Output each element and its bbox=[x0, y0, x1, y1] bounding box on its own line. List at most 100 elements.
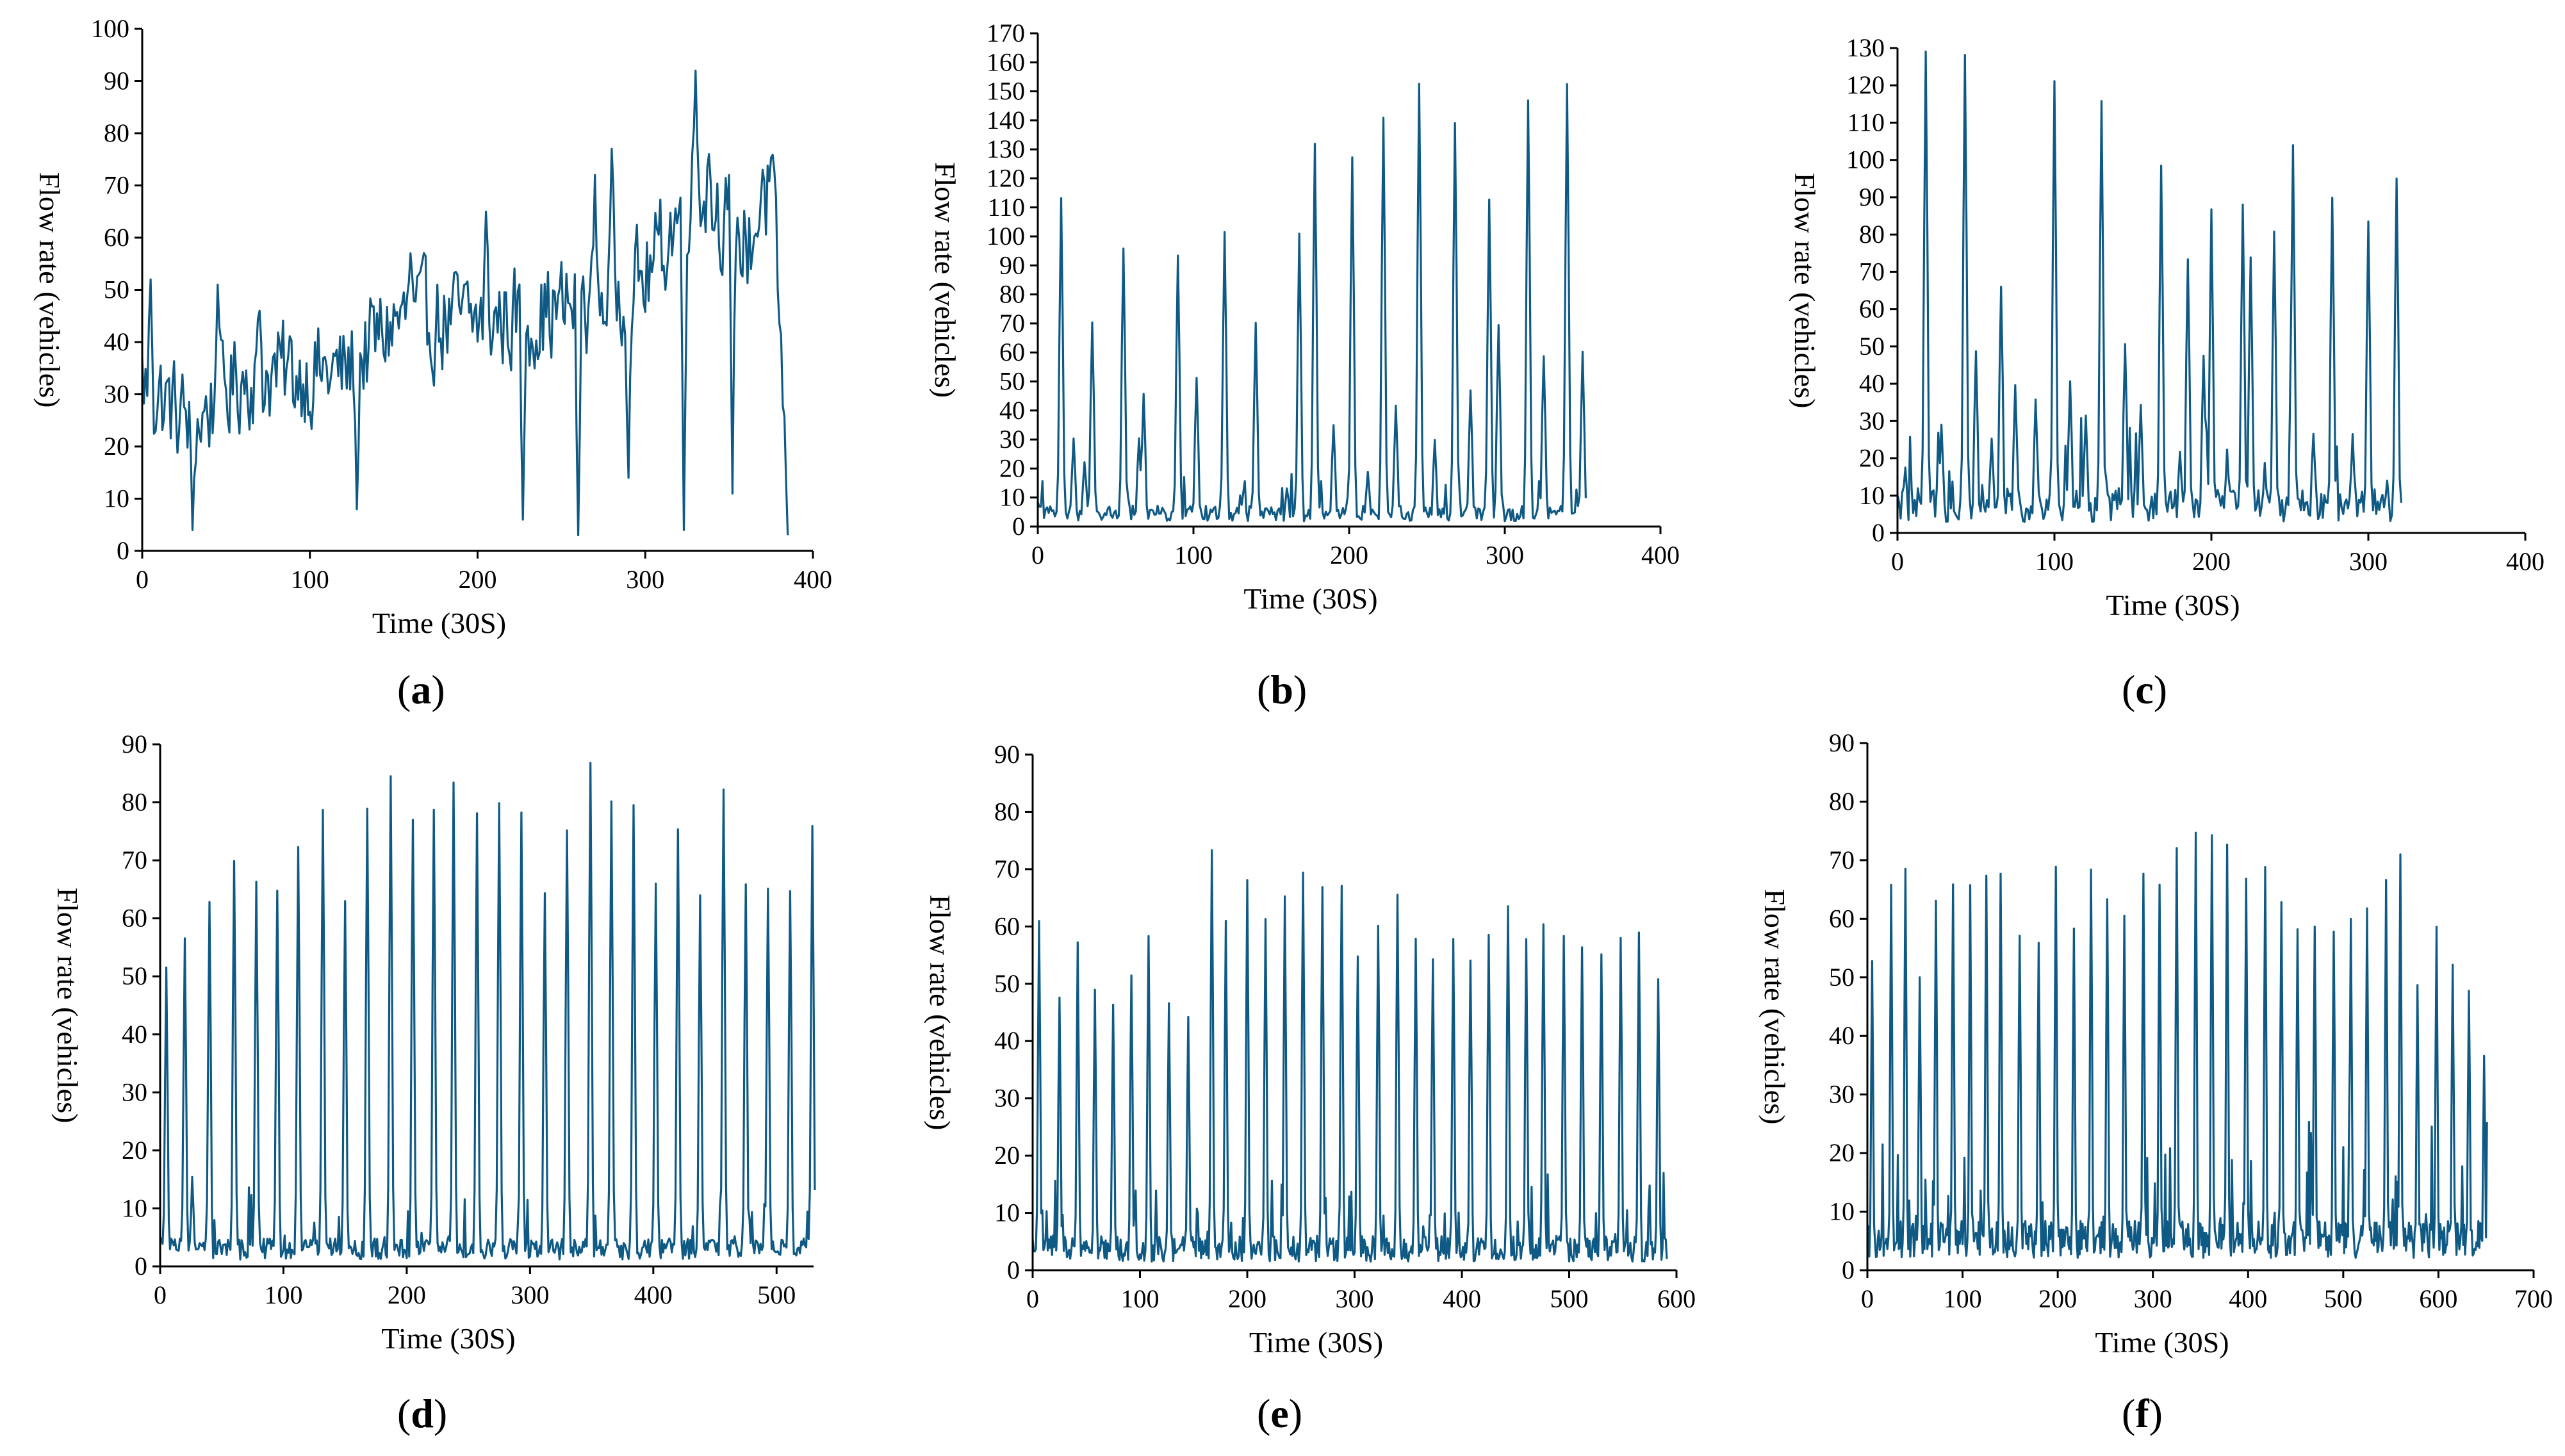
x-tick-label-a: 0 bbox=[136, 565, 149, 594]
y-tick-label-e: 10 bbox=[994, 1198, 1020, 1227]
x-tick-label-d: 400 bbox=[634, 1280, 673, 1309]
series-line-c bbox=[1896, 50, 2402, 523]
chart-panel-e: 0 10 20 30 40 50 60 70 80 90 0 100 200 300 400 500 600 Ti… bbox=[924, 740, 1696, 1359]
y-tick-label-d: 20 bbox=[122, 1136, 147, 1165]
y-tick-label-f: 70 bbox=[1829, 846, 1855, 874]
y-tick-label-c: 130 bbox=[1846, 33, 1885, 62]
y-tick-label-b: 0 bbox=[1012, 512, 1025, 541]
panel-letter-e: e bbox=[1270, 1391, 1289, 1436]
x-tick-label-d: 100 bbox=[264, 1280, 302, 1309]
x-tick-label-c: 100 bbox=[2035, 547, 2074, 576]
panel-label-b: (b) bbox=[1257, 667, 1307, 712]
y-tick-label-b: 50 bbox=[999, 367, 1025, 396]
series-line-d bbox=[159, 762, 816, 1261]
x-axis-title-a: Time (30S) bbox=[372, 607, 506, 639]
y-tick-label-f: 90 bbox=[1829, 728, 1855, 757]
x-tick-label-f: 400 bbox=[2229, 1284, 2267, 1313]
y-tick-label-d: 70 bbox=[122, 846, 147, 874]
y-tick-label-a: 100 bbox=[91, 14, 129, 43]
x-tick-label-b: 100 bbox=[1174, 541, 1213, 569]
chart-panel-d: 0 10 20 30 40 50 60 70 80 90 0 100 200 300 400 500 Time … bbox=[51, 730, 816, 1355]
y-tick-label-a: 10 bbox=[104, 484, 129, 513]
y-tick-label-d: 10 bbox=[122, 1193, 147, 1222]
y-tick-label-b: 110 bbox=[987, 193, 1025, 222]
y-axis-title-e: Flow rate (vehicles) bbox=[924, 895, 956, 1131]
y-tick-label-f: 50 bbox=[1829, 963, 1855, 992]
x-tick-label-a: 100 bbox=[291, 565, 329, 594]
x-tick-label-f: 0 bbox=[1861, 1284, 1874, 1313]
y-tick-label-a: 70 bbox=[104, 171, 129, 200]
y-tick-label-f: 10 bbox=[1829, 1197, 1855, 1226]
y-tick-label-a: 80 bbox=[104, 119, 129, 147]
series-line-e bbox=[1031, 849, 1668, 1263]
series-line-f bbox=[1866, 831, 2488, 1259]
x-tick-label-b: 200 bbox=[1330, 541, 1368, 569]
y-axis-title-c: Flow rate (vehicles) bbox=[1789, 173, 1821, 409]
y-tick-label-b: 10 bbox=[999, 483, 1025, 512]
y-tick-label-d: 30 bbox=[122, 1077, 147, 1106]
panel-letter-b: b bbox=[1270, 667, 1293, 712]
y-tick-label-b: 100 bbox=[987, 222, 1025, 250]
x-axis-title-f: Time (30S) bbox=[2095, 1326, 2229, 1359]
y-tick-label-d: 80 bbox=[122, 788, 147, 817]
x-axis-title-c: Time (30S) bbox=[2106, 589, 2240, 621]
y-tick-label-a: 30 bbox=[104, 380, 129, 409]
y-tick-label-e: 60 bbox=[994, 912, 1020, 940]
y-axis-title-a: Flow rate (vehicles) bbox=[33, 172, 66, 408]
x-tick-label-f: 500 bbox=[2324, 1284, 2363, 1313]
y-tick-label-c: 40 bbox=[1859, 369, 1885, 398]
y-tick-label-a: 40 bbox=[104, 327, 129, 356]
panel-label-c: (c) bbox=[2122, 667, 2168, 712]
series-line-a bbox=[141, 69, 789, 537]
x-tick-label-a: 200 bbox=[459, 565, 497, 594]
y-tick-label-b: 80 bbox=[999, 280, 1025, 309]
y-tick-label-c: 30 bbox=[1859, 406, 1885, 435]
y-tick-label-d: 90 bbox=[122, 730, 147, 758]
y-tick-label-b: 60 bbox=[999, 338, 1025, 366]
y-tick-label-c: 80 bbox=[1859, 220, 1885, 249]
x-tick-label-e: 0 bbox=[1026, 1284, 1039, 1313]
x-tick-label-b: 0 bbox=[1031, 541, 1044, 569]
y-tick-label-f: 80 bbox=[1829, 787, 1855, 815]
y-tick-label-e: 20 bbox=[994, 1141, 1020, 1170]
y-tick-label-b: 160 bbox=[987, 47, 1025, 76]
y-tick-label-f: 20 bbox=[1829, 1138, 1855, 1167]
y-tick-label-b: 90 bbox=[999, 250, 1025, 279]
y-tick-label-b: 170 bbox=[987, 19, 1025, 47]
x-tick-label-e: 400 bbox=[1443, 1284, 1481, 1313]
y-tick-label-c: 70 bbox=[1859, 257, 1885, 286]
y-tick-label-e: 30 bbox=[994, 1084, 1020, 1113]
x-tick-label-f: 600 bbox=[2419, 1284, 2457, 1313]
y-tick-label-c: 0 bbox=[1872, 518, 1885, 547]
y-tick-label-d: 60 bbox=[122, 904, 147, 933]
y-tick-label-a: 60 bbox=[104, 223, 129, 252]
y-tick-label-a: 50 bbox=[104, 275, 129, 304]
y-tick-label-c: 100 bbox=[1846, 145, 1885, 174]
x-tick-label-c: 400 bbox=[2506, 547, 2545, 576]
y-tick-label-e: 90 bbox=[994, 740, 1020, 769]
x-tick-label-f: 100 bbox=[1944, 1284, 1982, 1313]
y-axis-title-b: Flow rate (vehicles) bbox=[929, 162, 962, 398]
y-tick-label-b: 130 bbox=[987, 135, 1025, 163]
series-line-b bbox=[1037, 83, 1587, 523]
y-tick-label-e: 80 bbox=[994, 797, 1020, 826]
y-tick-label-c: 60 bbox=[1859, 295, 1885, 323]
y-tick-label-d: 40 bbox=[122, 1020, 147, 1049]
y-tick-label-d: 50 bbox=[122, 961, 147, 990]
panel-label-f: (f) bbox=[2122, 1391, 2163, 1436]
panel-letter-a: a bbox=[411, 667, 432, 712]
x-axis-title-e: Time (30S) bbox=[1249, 1326, 1383, 1359]
x-tick-label-a: 400 bbox=[794, 565, 832, 594]
y-axis-title-d: Flow rate (vehicles) bbox=[51, 888, 84, 1124]
y-tick-label-b: 40 bbox=[999, 396, 1025, 425]
y-tick-label-c: 120 bbox=[1846, 70, 1885, 99]
y-tick-label-f: 0 bbox=[1842, 1256, 1855, 1284]
y-tick-label-c: 50 bbox=[1859, 332, 1885, 361]
x-tick-label-e: 600 bbox=[1657, 1284, 1696, 1313]
x-tick-label-e: 500 bbox=[1550, 1284, 1589, 1313]
chart-panel-c: 0 10 20 30 40 50 60 70 80 90 100 110 120 130 0 100 200 30… bbox=[1789, 33, 2545, 621]
x-tick-label-c: 200 bbox=[2192, 547, 2231, 576]
panel-letter-f: f bbox=[2135, 1391, 2149, 1436]
y-tick-label-b: 150 bbox=[987, 77, 1025, 106]
